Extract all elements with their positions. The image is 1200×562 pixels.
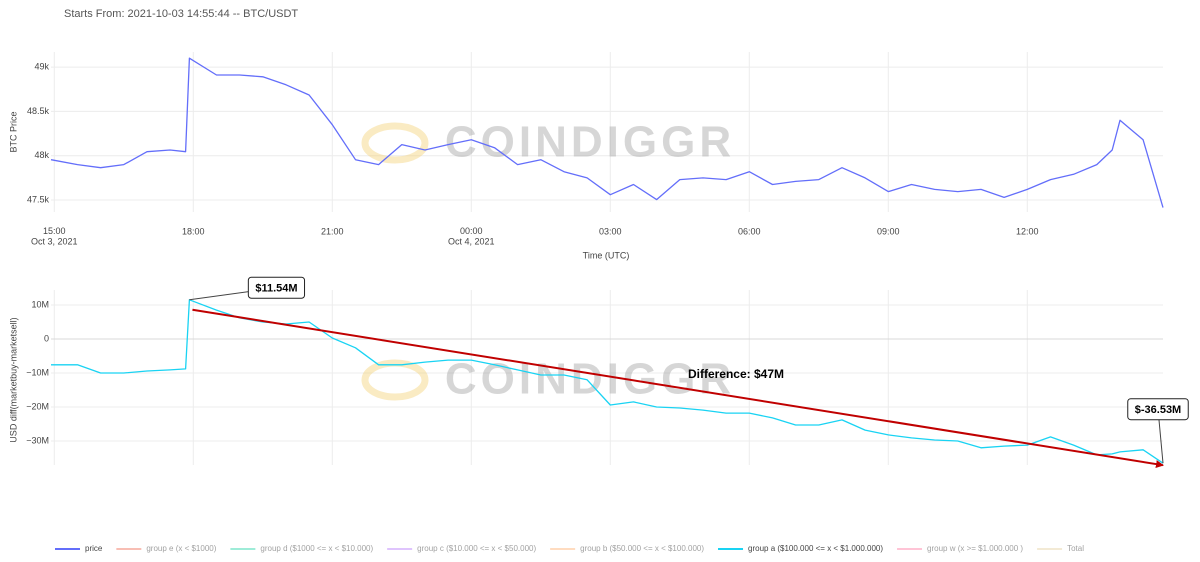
y-tick-label: −30M (26, 435, 49, 445)
watermark-layer: COINDIGGR COINDIGGR (361, 118, 735, 404)
annotation-box (1127, 398, 1189, 421)
annotation-label: Difference: $47M (688, 367, 784, 381)
watermark-logo (361, 359, 429, 401)
legend-label: group b ($50.000 <= x < $100.000) (580, 544, 704, 553)
difference-arrow (192, 308, 1164, 469)
y-tick-label: 0 (44, 333, 49, 343)
y-tick-label: 47.5k (27, 194, 50, 204)
y-tick-label: 48.5k (27, 106, 50, 116)
x-tick-label: 09:00 (877, 226, 900, 236)
legend-label: Total (1067, 544, 1084, 553)
y-tick-label: −10M (26, 367, 49, 377)
data-line (51, 299, 1164, 464)
legend-item[interactable]: group a ($100.000 <= x < $1.000.000) (718, 544, 883, 553)
legend-item[interactable]: group b ($50.000 <= x < $100.000) (550, 544, 704, 553)
y-tick-label: 49k (34, 61, 49, 71)
y-tick-label: 10M (31, 299, 49, 309)
x-tick-label: 03:00 (599, 226, 622, 236)
x-tick-label: 21:00 (321, 226, 344, 236)
annotation-label: $11.54M (255, 283, 297, 295)
legend-label: group d ($1000 <= x < $10.000) (260, 544, 373, 553)
legend-label: group e (x < $1000) (146, 544, 216, 553)
watermark: COINDIGGR (445, 118, 735, 167)
y-axis-title: BTC Price (8, 111, 18, 152)
watermark-logo (361, 122, 429, 164)
annotation-layer: $11.54M $-36.53M Difference: $47M (189, 276, 1189, 469)
x-tick-label: 12:00 (1016, 226, 1039, 236)
x-tick-label: 00:00 Oct 4, 2021 (448, 226, 495, 246)
legend-label: group c ($10.000 <= x < $50.000) (417, 544, 536, 553)
legend-item[interactable]: group d ($1000 <= x < $10.000) (230, 544, 373, 553)
legend-item[interactable]: price (55, 544, 103, 553)
legend-item[interactable]: group e (x < $1000) (116, 544, 217, 553)
legend-label: group w (x >= $1.000.000 ) (927, 544, 1023, 553)
watermark: COINDIGGR (445, 355, 735, 404)
legend-item[interactable]: group w (x >= $1.000.000 ) (897, 544, 1023, 553)
annotation-label: $-36.53M (1135, 404, 1181, 416)
y-axis-title: USD diff(marketbuy-marketsell) (8, 317, 18, 442)
y-tick-label: −20M (26, 401, 49, 411)
annotation-box (247, 276, 306, 299)
x-tick-label: 18:00 (182, 226, 205, 236)
legend-label: group a ($100.000 <= x < $1.000.000) (748, 544, 883, 553)
legend-label: price (85, 544, 103, 553)
y-tick-label: 48k (34, 150, 49, 160)
data-line (50, 57, 1164, 208)
chart-title: Starts From: 2021-10-03 14:55:44 -- BTC/… (64, 8, 298, 20)
legend-item[interactable]: group c ($10.000 <= x < $50.000) (387, 544, 536, 553)
legend-item[interactable]: Total (1037, 544, 1084, 553)
x-axis-title: Time (UTC) (583, 250, 630, 260)
data-layer (50, 57, 1164, 464)
x-tick-label: 15:00 Oct 3, 2021 (31, 226, 78, 246)
grid-layer: 15:00 Oct 3, 2021 18:00 21:00 00:00 Oct 4, 20… (8, 52, 1163, 465)
x-tick-label: 06:00 (738, 226, 761, 236)
